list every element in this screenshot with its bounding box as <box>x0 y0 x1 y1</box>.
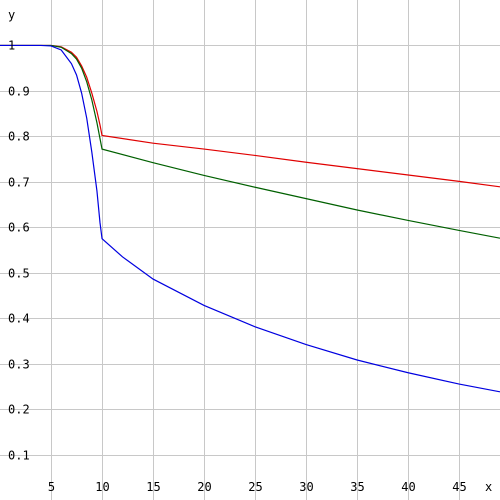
y-tick-label: 0.5 <box>8 267 30 281</box>
x-tick-label: 5 <box>48 480 55 494</box>
x-tick-label: 15 <box>146 480 160 494</box>
y-tick-label: 0.4 <box>8 312 30 326</box>
x-tick-label: 40 <box>401 480 415 494</box>
x-tick-label: 30 <box>299 480 313 494</box>
series-line-3 <box>0 44 500 393</box>
y-tick-label: 0.1 <box>8 449 30 463</box>
y-tick-label: 0.7 <box>8 176 30 190</box>
x-tick-label: 20 <box>197 480 211 494</box>
y-axis-label: y <box>8 8 15 22</box>
y-tick-label: 0.6 <box>8 221 30 235</box>
y-tick-label: 1 <box>8 39 15 53</box>
series-line-1 <box>0 44 500 188</box>
y-tick-label: 0.2 <box>8 403 30 417</box>
tick-labels: 5 10 15 20 25 30 35 40 45 0.1 0.2 0.3 0.4 0.5 0.6 0.7 0.… <box>8 39 467 495</box>
x-tick-label: 35 <box>350 480 364 494</box>
x-tick-label: 25 <box>248 480 262 494</box>
x-tick-label: 45 <box>452 480 466 494</box>
y-tick-label: 0.8 <box>8 130 30 144</box>
y-tick-label: 0.3 <box>8 358 30 372</box>
series-line-2 <box>0 44 500 239</box>
x-tick-label: 10 <box>95 480 109 494</box>
y-tick-label: 0.9 <box>8 85 30 99</box>
series-group <box>0 44 500 393</box>
x-axis-label: x <box>485 480 492 494</box>
